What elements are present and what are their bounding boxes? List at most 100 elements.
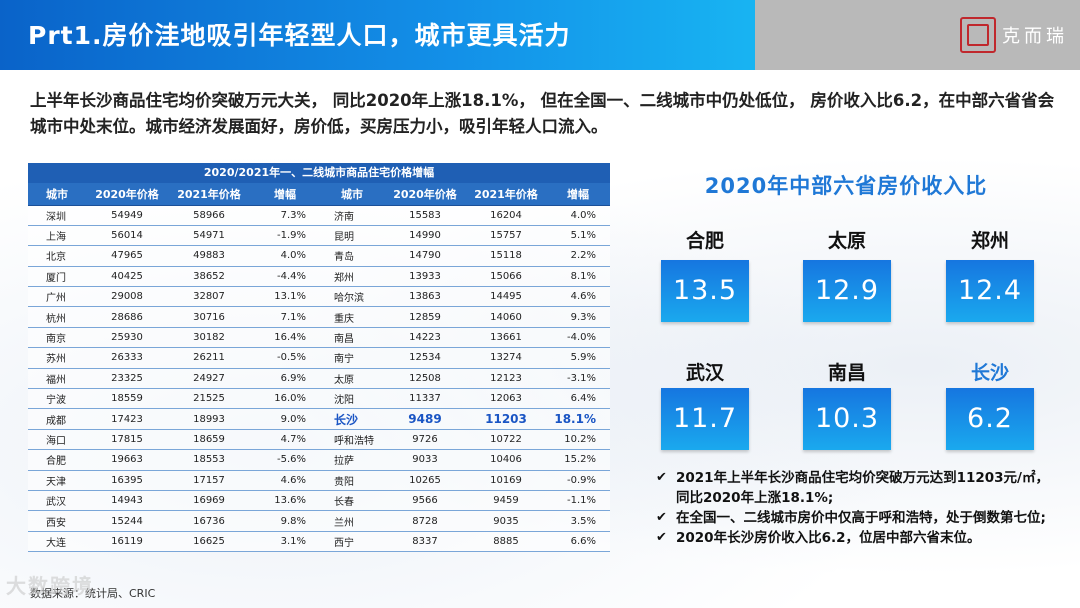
note-item: ✔ 2020年长沙房价收入比6.2，位居中部六省末位。	[652, 528, 1057, 548]
table-cell: 兰州	[320, 510, 384, 532]
table-cell: 47965	[86, 245, 168, 267]
table-cell: 呼和浩特	[320, 429, 384, 451]
table-cell: 24927	[168, 368, 250, 390]
table-cell: 16395	[86, 470, 168, 491]
price-table-container: 2020/2021年一、二线城市商品住宅价格增幅 城市 2020年价格 2021…	[28, 163, 610, 553]
table-cell: 18559	[86, 388, 168, 410]
city-label: 武汉	[685, 362, 724, 384]
table-cell: 5.1%	[546, 225, 610, 247]
table-cell: -4.0%	[546, 327, 610, 349]
table-cell: 10265	[384, 470, 466, 491]
table-cell: 南京	[28, 327, 86, 349]
table-cell: 3.1%	[250, 531, 320, 553]
watermark: 大数跨境	[6, 574, 94, 598]
table-cell: 16625	[168, 531, 250, 553]
table-cell: 济南	[320, 205, 384, 226]
table-cell: -0.5%	[250, 347, 320, 369]
table-cell: 郑州	[320, 266, 384, 288]
table-row: 西安 15244 16736 9.8% 兰州 8728 9035 3.5%	[28, 510, 610, 532]
table-cell: 10.2%	[546, 429, 610, 451]
ratio-box: 13.5	[661, 260, 749, 322]
table-cell: 拉萨	[320, 449, 384, 471]
table-cell: 14223	[384, 327, 466, 349]
table-cell: 15244	[86, 510, 168, 532]
table-cell: 25930	[86, 327, 168, 349]
table-cell: 10406	[466, 449, 546, 471]
table-cell: 8.1%	[546, 266, 610, 288]
table-cell: 19663	[86, 449, 168, 471]
table-cell: 17423	[86, 408, 168, 430]
table-cell: 昆明	[320, 225, 384, 247]
table-cell: 长沙	[320, 408, 384, 430]
col-header: 2020年价格	[86, 183, 168, 206]
table-cell: 9459	[466, 490, 546, 512]
table-cell: 厦门	[28, 266, 86, 288]
col-header: 2020年价格	[384, 183, 466, 206]
ratio-box: 12.9	[803, 260, 891, 322]
table-cell: 15.2%	[546, 449, 610, 471]
city-label-highlight: 长沙	[970, 362, 1009, 384]
city-label: 郑州	[970, 230, 1009, 252]
header-logo-area	[755, 0, 1080, 70]
table-row: 海口 17815 18659 4.7% 呼和浩特 9726 10722 10.2%	[28, 429, 610, 451]
table-cell: 4.6%	[250, 470, 320, 491]
page-title: Prt1.房价洼地吸引年轻型人口，城市更具活力	[28, 21, 571, 50]
table-cell: 13.1%	[250, 286, 320, 308]
table-cell: 28686	[86, 306, 168, 328]
title-bar: Prt1.房价洼地吸引年轻型人口，城市更具活力	[0, 0, 755, 70]
table-cell: 16204	[466, 205, 546, 226]
table-cell: -0.9%	[546, 470, 610, 491]
table-cell: 38652	[168, 266, 250, 288]
table-cell: -1.9%	[250, 225, 320, 247]
table-cell: 10169	[466, 470, 546, 491]
table-row: 苏州 26333 26211 -0.5% 南宁 12534 13274 5.9%	[28, 347, 610, 369]
table-cell: 8337	[384, 531, 466, 553]
checkmark-icon: ✔	[656, 470, 667, 485]
table-row: 宁波 18559 21525 16.0% 沈阳 11337 12063 6.4%	[28, 388, 610, 410]
note-text: 2020年长沙房价收入比6.2，位居中部六省末位。	[676, 530, 981, 546]
table-cell: 54949	[86, 205, 168, 226]
table-cell: 9033	[384, 449, 466, 471]
table-cell: 13933	[384, 266, 466, 288]
table-cell: 14495	[466, 286, 546, 308]
table-cell: -1.1%	[546, 490, 610, 512]
table-cell: 4.0%	[546, 205, 610, 226]
col-header: 2021年价格	[466, 183, 546, 206]
table-cell: 58966	[168, 205, 250, 226]
table-cell: 宁波	[28, 388, 86, 410]
table-cell: 30716	[168, 306, 250, 328]
table-cell: 10722	[466, 429, 546, 451]
table-row: 天津 16395 17157 4.6% 贵阳 10265 10169 -0.9%	[28, 470, 610, 491]
table-cell: 沈阳	[320, 388, 384, 410]
ratio-box: 10.3	[803, 388, 891, 450]
table-cell: 15118	[466, 245, 546, 267]
ratio-box: 12.4	[946, 260, 1034, 322]
table-row: 武汉 14943 16969 13.6% 长春 9566 9459 -1.1%	[28, 490, 610, 512]
table-cell: 9.8%	[250, 510, 320, 532]
table-cell: 6.9%	[250, 368, 320, 390]
table-cell: 青岛	[320, 245, 384, 267]
note-item: ✔ 2021年上半年长沙商品住宅均价突破万元达到11203元/㎡，同比2020年…	[652, 468, 1057, 508]
table-cell: 贵阳	[320, 470, 384, 491]
brand-name: 克而瑞	[1002, 26, 1068, 47]
table-cell: 18993	[168, 408, 250, 430]
table-cell: 大连	[28, 531, 86, 553]
table-cell: 54971	[168, 225, 250, 247]
table-cell: 8885	[466, 531, 546, 553]
table-cell: 11203	[466, 408, 546, 430]
table-cell: 15757	[466, 225, 546, 247]
table-cell: 12534	[384, 347, 466, 369]
table-cell: 北京	[28, 245, 86, 267]
table-cell: 13.6%	[250, 490, 320, 512]
table-cell: 16119	[86, 531, 168, 553]
table-cell: 天津	[28, 470, 86, 491]
table-cell: 合肥	[28, 449, 86, 471]
table-row: 北京 47965 49883 4.0% 青岛 14790 15118 2.2%	[28, 245, 610, 267]
table-cell: 武汉	[28, 490, 86, 512]
table-cell: 长春	[320, 490, 384, 512]
table-cell: -4.4%	[250, 266, 320, 288]
notes-list: ✔ 2021年上半年长沙商品住宅均价突破万元达到11203元/㎡，同比2020年…	[652, 468, 1057, 548]
table-cell: 13274	[466, 347, 546, 369]
note-item: ✔ 在全国一、二线城市房价中仅高于呼和浩特，处于倒数第七位;	[652, 508, 1057, 528]
ratio-box: 11.7	[661, 388, 749, 450]
